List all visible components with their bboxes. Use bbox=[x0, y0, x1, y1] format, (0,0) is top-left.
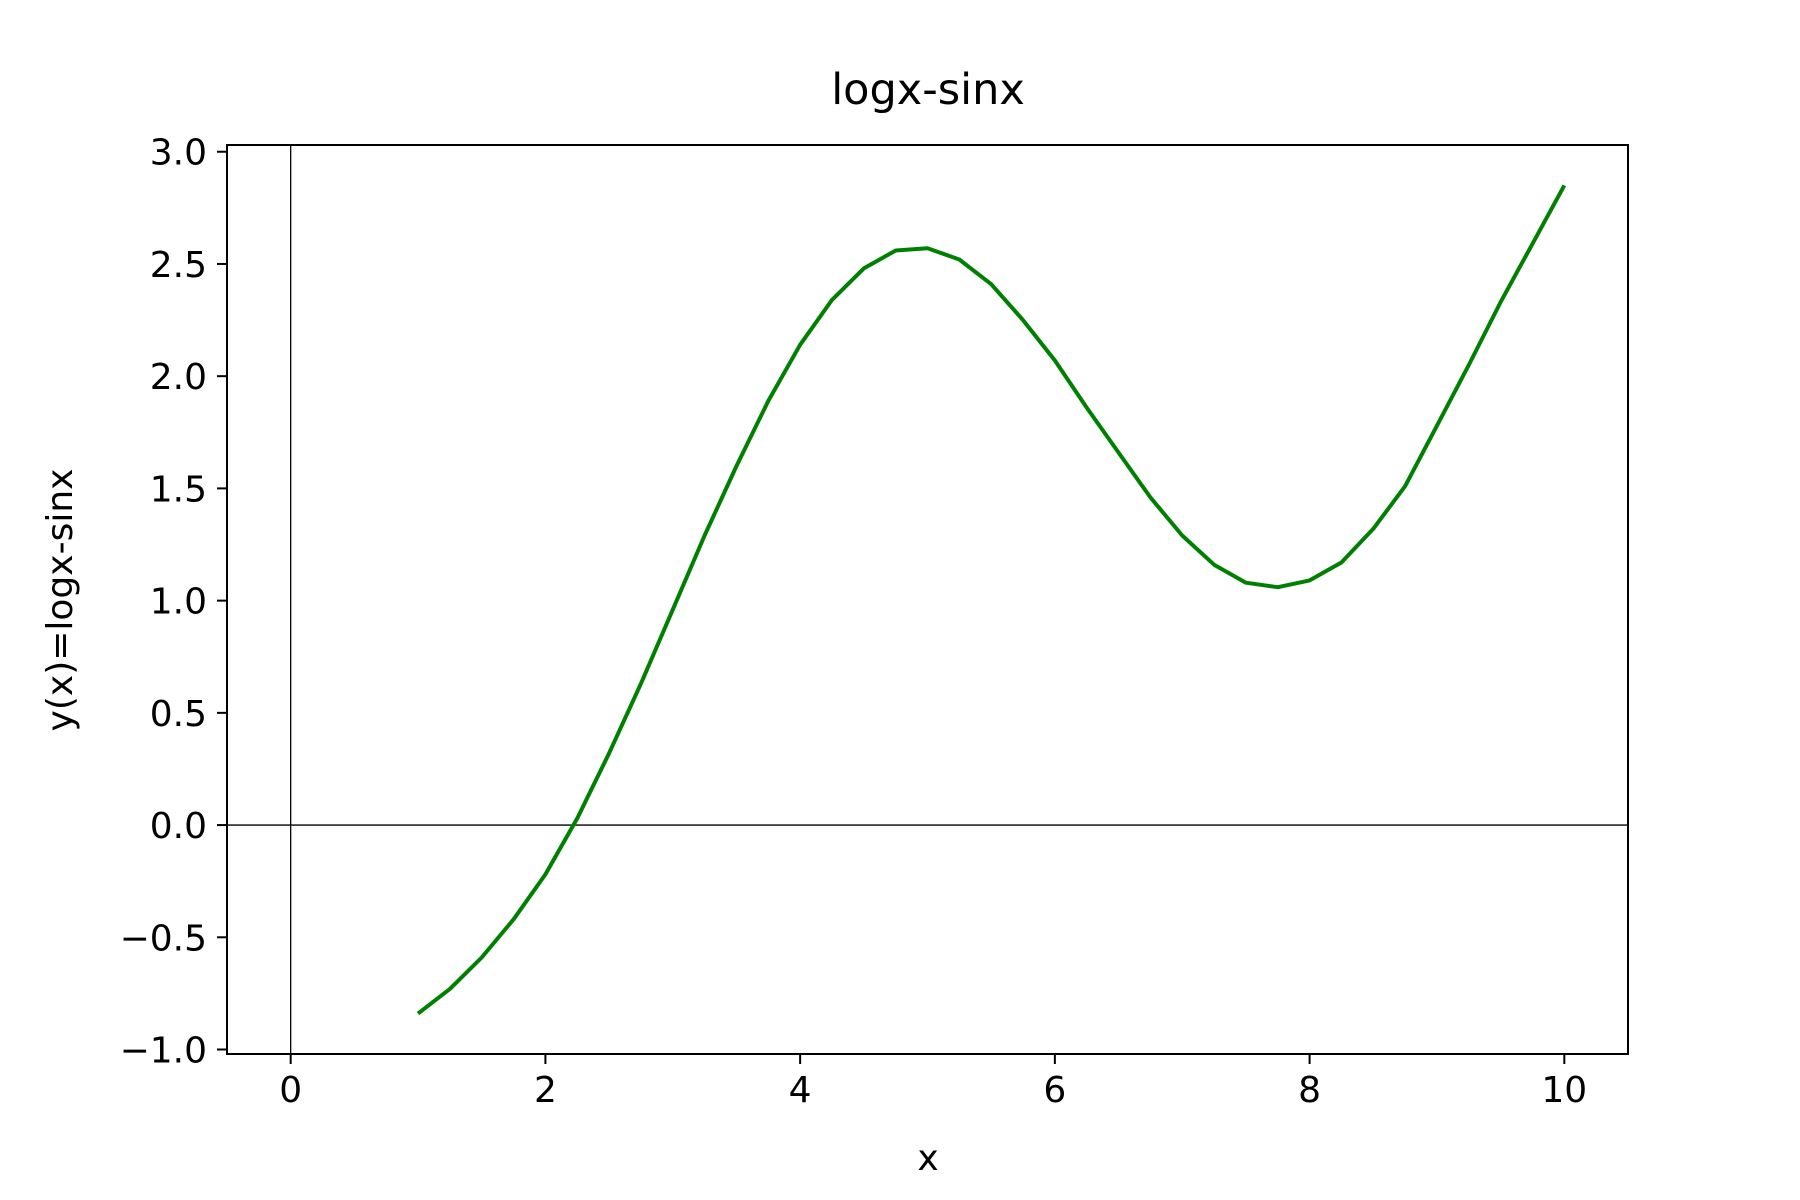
y-tick-label: 2.5 bbox=[150, 245, 207, 286]
x-tick-label: 0 bbox=[279, 1070, 302, 1111]
series-line-0 bbox=[416, 184, 1567, 1016]
x-tick-label: 8 bbox=[1298, 1070, 1321, 1111]
y-tick-label: 2.0 bbox=[150, 357, 207, 398]
x-tick-label: 10 bbox=[1541, 1070, 1587, 1111]
x-axis-label: x bbox=[917, 1138, 938, 1179]
y-tick-label: 0.5 bbox=[150, 694, 207, 735]
y-tick-label: 1.0 bbox=[150, 582, 207, 623]
y-tick-label: 3.0 bbox=[150, 133, 207, 174]
x-tick-label: 2 bbox=[534, 1070, 557, 1111]
x-tick-label: 4 bbox=[789, 1070, 812, 1111]
y-axis-label: y(x)=logx-sinx bbox=[40, 469, 81, 732]
chart-title: logx-sinx bbox=[831, 65, 1025, 115]
y-tick-label: 1.5 bbox=[150, 469, 207, 510]
y-tick-label: −0.5 bbox=[120, 918, 207, 959]
y-tick-label: −1.0 bbox=[120, 1031, 207, 1072]
axes-frame bbox=[226, 144, 1629, 1055]
plot-area: 0 2 4 6 8 10 −1.0 −0.5 0.0 0.5 1.0 1.5 2.0 2.5 3.0 bbox=[120, 133, 1629, 1111]
y-tick-label: 0.0 bbox=[150, 806, 207, 847]
x-tick-label: 6 bbox=[1043, 1070, 1066, 1111]
